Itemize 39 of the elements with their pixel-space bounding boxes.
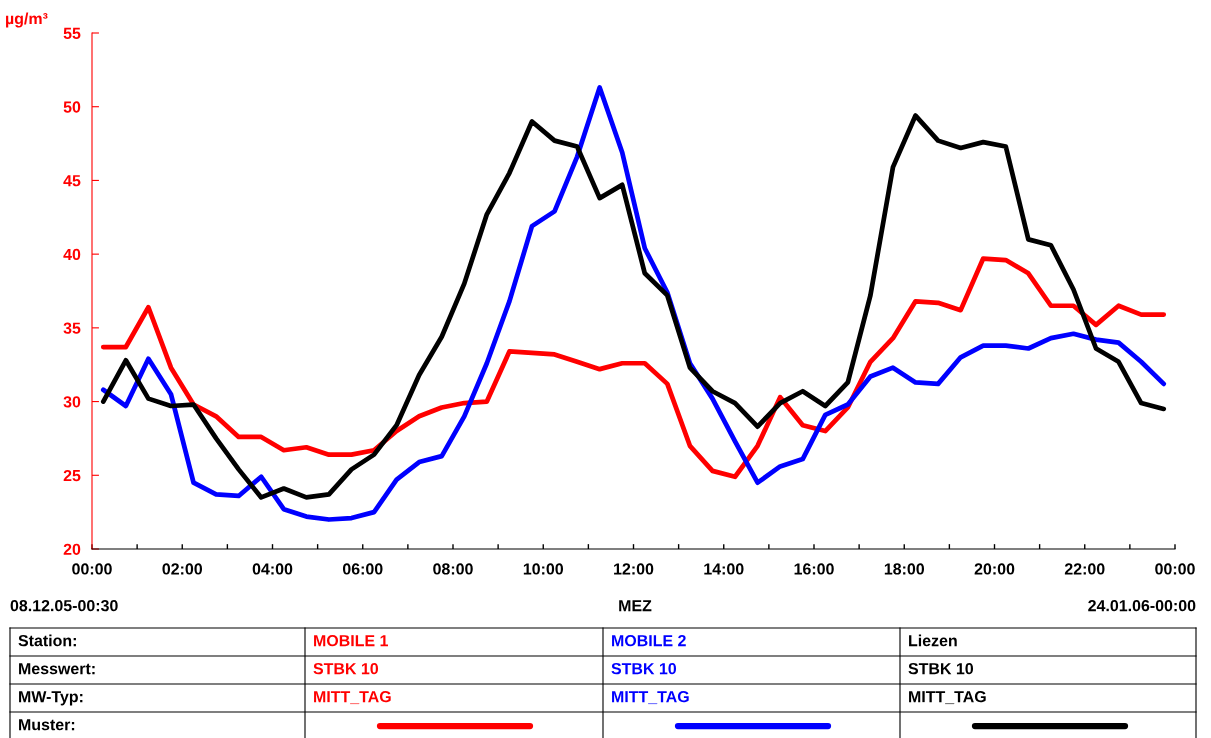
y-tick-label: 35 (63, 322, 81, 334)
text: MW-Typ: (19, 691, 83, 706)
x-tick-label: 02:00 (162, 563, 203, 575)
x-tick-label: 00:00 (72, 563, 112, 575)
text: MOBILE 1 (314, 634, 388, 647)
text: Messwert: (19, 663, 95, 675)
y-tick-label: 50 (63, 101, 81, 113)
y-tick-label: 55 (63, 27, 81, 39)
text: STBK 10 (908, 662, 974, 675)
y-tick-label: 30 (63, 396, 81, 408)
x-tick-label: 18:00 (884, 563, 925, 575)
text: MITT_TAG (612, 690, 689, 705)
text: MITT_TAG (909, 690, 986, 705)
x-tick-label: 00:00 (1155, 563, 1195, 575)
text: STBK 10 (611, 662, 677, 675)
x-axis-title: MEZ (619, 600, 652, 612)
x-tick-label: 08:00 (433, 563, 473, 575)
x-tick-label: 20:00 (974, 563, 1015, 575)
text: Muster: (19, 719, 75, 731)
x-tick-label: 10:00 (523, 563, 564, 575)
y-tick-label: 40 (63, 248, 81, 261)
text: 08.12.05-00:30 (10, 599, 118, 612)
text: Liezen (909, 634, 957, 647)
y-tick-label: 25 (63, 469, 81, 482)
x-tick-label: 04:00 (252, 563, 293, 575)
text: 24.01.06-00:00 (1088, 599, 1196, 612)
x-tick-label: 14:00 (704, 563, 744, 575)
text: Station: (18, 634, 76, 647)
x-tick-label: 16:00 (794, 563, 834, 575)
y-tick-label: 20 (63, 543, 81, 555)
x-tick-label: 22:00 (1064, 563, 1105, 575)
x-tick-label: 12:00 (614, 563, 654, 575)
line-series (100, 256, 1167, 480)
text: STBK 10 (313, 662, 379, 675)
y-tick-label: 45 (63, 175, 81, 187)
text: MOBILE 2 (612, 634, 686, 647)
text: MITT_TAG (314, 690, 391, 705)
y-axis-title: µg/m³ (6, 12, 48, 28)
x-tick-label: 06:00 (342, 563, 383, 575)
